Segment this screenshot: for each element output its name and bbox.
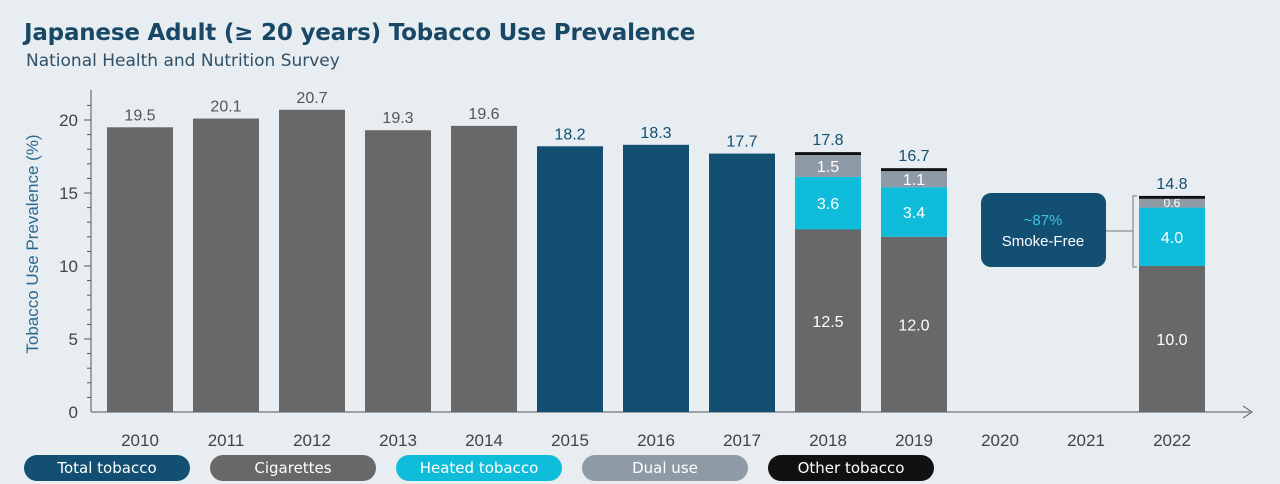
total-value-label: 18.2 bbox=[554, 126, 585, 143]
segment-label: 10.0 bbox=[1156, 332, 1187, 349]
annotation-percent: ~87% bbox=[1024, 212, 1063, 229]
y-tick-label: 20 bbox=[59, 111, 78, 130]
segment-label: 1.1 bbox=[903, 172, 925, 189]
bar-cigarettes bbox=[107, 127, 173, 413]
segment-label: 0.6 bbox=[1164, 196, 1181, 210]
total-value-label: 19.6 bbox=[468, 106, 499, 123]
legend-item-other-tobacco: Other tobacco bbox=[768, 455, 934, 481]
bar-other-tobacco bbox=[795, 152, 861, 156]
bar-dual-use bbox=[1139, 198, 1205, 208]
bar-cigarettes bbox=[365, 130, 431, 412]
y-tick-label: 10 bbox=[59, 257, 78, 276]
x-tick-label: 2013 bbox=[379, 431, 417, 450]
bar-cigarettes bbox=[279, 109, 345, 412]
x-tick-label: 2018 bbox=[809, 431, 847, 450]
chart-legend: Total tobacco Cigarettes Heated tobacco Dua… bbox=[24, 455, 934, 481]
bar-total-tobacco bbox=[623, 144, 689, 412]
bar-cigarettes bbox=[795, 229, 861, 412]
chart-subtitle: National Health and Nutrition Survey bbox=[26, 51, 340, 71]
bar-cigarettes bbox=[1139, 266, 1205, 412]
annotation-box bbox=[981, 193, 1106, 267]
bar-total-tobacco bbox=[537, 146, 603, 412]
chart-title: Japanese Adult (≥ 20 years) Tobacco Use … bbox=[24, 20, 696, 46]
segment-label: 3.6 bbox=[817, 196, 839, 213]
bar-heated-tobacco bbox=[881, 187, 947, 237]
x-tick-label: 2014 bbox=[465, 431, 503, 450]
x-tick-label: 2015 bbox=[551, 431, 589, 450]
x-tick-label: 2016 bbox=[637, 431, 675, 450]
x-tick-label: 2021 bbox=[1067, 431, 1105, 450]
total-value-label: 18.3 bbox=[640, 125, 671, 142]
legend-item-heated-tobacco: Heated tobacco bbox=[396, 455, 562, 481]
legend-item-cigarettes: Cigarettes bbox=[210, 455, 376, 481]
x-tick-label: 2011 bbox=[208, 431, 245, 450]
bar-dual-use bbox=[881, 171, 947, 188]
total-value-label: 17.7 bbox=[726, 134, 757, 151]
segment-label: 1.5 bbox=[817, 159, 839, 176]
segment-label: 12.0 bbox=[898, 317, 929, 334]
y-axis-label: Tobacco Use Prevalence (%) bbox=[23, 134, 42, 353]
total-value-label: 17.8 bbox=[812, 132, 843, 149]
x-tick-label: 2022 bbox=[1153, 431, 1191, 450]
total-value-label: 14.8 bbox=[1156, 176, 1187, 193]
legend-item-dual-use: Dual use bbox=[582, 455, 748, 481]
y-tick-label: 0 bbox=[69, 403, 78, 422]
x-tick-label: 2012 bbox=[293, 431, 331, 450]
x-tick-label: 2017 bbox=[723, 431, 761, 450]
bar-heated-tobacco bbox=[1139, 207, 1205, 266]
total-value-label: 16.7 bbox=[898, 148, 929, 165]
total-value-label: 19.3 bbox=[382, 110, 413, 127]
total-value-label: 20.7 bbox=[296, 90, 327, 107]
segment-label: 12.5 bbox=[812, 314, 843, 331]
bar-cigarettes bbox=[881, 236, 947, 412]
y-tick-label: 5 bbox=[69, 330, 78, 349]
y-tick-label: 15 bbox=[59, 184, 78, 203]
total-value-label: 19.5 bbox=[124, 107, 155, 124]
legend-item-total-tobacco: Total tobacco bbox=[24, 455, 190, 481]
annotation-text: Smoke-Free bbox=[1002, 233, 1085, 250]
bar-cigarettes bbox=[451, 125, 517, 412]
segment-label: 3.4 bbox=[903, 205, 925, 222]
bar-total-tobacco bbox=[709, 153, 775, 412]
annotation-bracket bbox=[1132, 195, 1137, 268]
x-tick-label: 2019 bbox=[895, 431, 933, 450]
bar-other-tobacco bbox=[881, 168, 947, 172]
x-tick-label: 2010 bbox=[121, 431, 159, 450]
segment-label: 4.0 bbox=[1161, 230, 1183, 247]
bar-dual-use bbox=[795, 155, 861, 177]
bar-other-tobacco bbox=[1139, 195, 1205, 199]
bar-heated-tobacco bbox=[795, 176, 861, 230]
x-tick-label: 2020 bbox=[981, 431, 1019, 450]
bar-cigarettes bbox=[193, 118, 259, 412]
total-value-label: 20.1 bbox=[210, 99, 241, 116]
x-axis-arrow bbox=[1242, 405, 1253, 419]
